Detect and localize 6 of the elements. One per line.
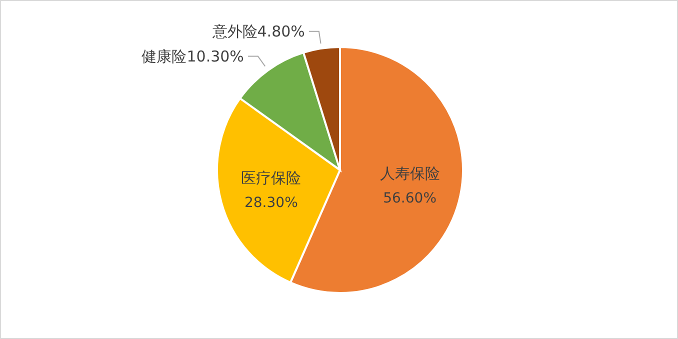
data-label: 56.60%	[383, 190, 437, 207]
data-label: 28.30%	[244, 194, 298, 211]
slice-label: 健康险10.30%	[142, 47, 244, 66]
slice-label: 人寿保险	[380, 164, 440, 183]
slice-label: 意外险4.80%	[211, 22, 305, 40]
slice-label: 医疗保险	[241, 168, 302, 187]
